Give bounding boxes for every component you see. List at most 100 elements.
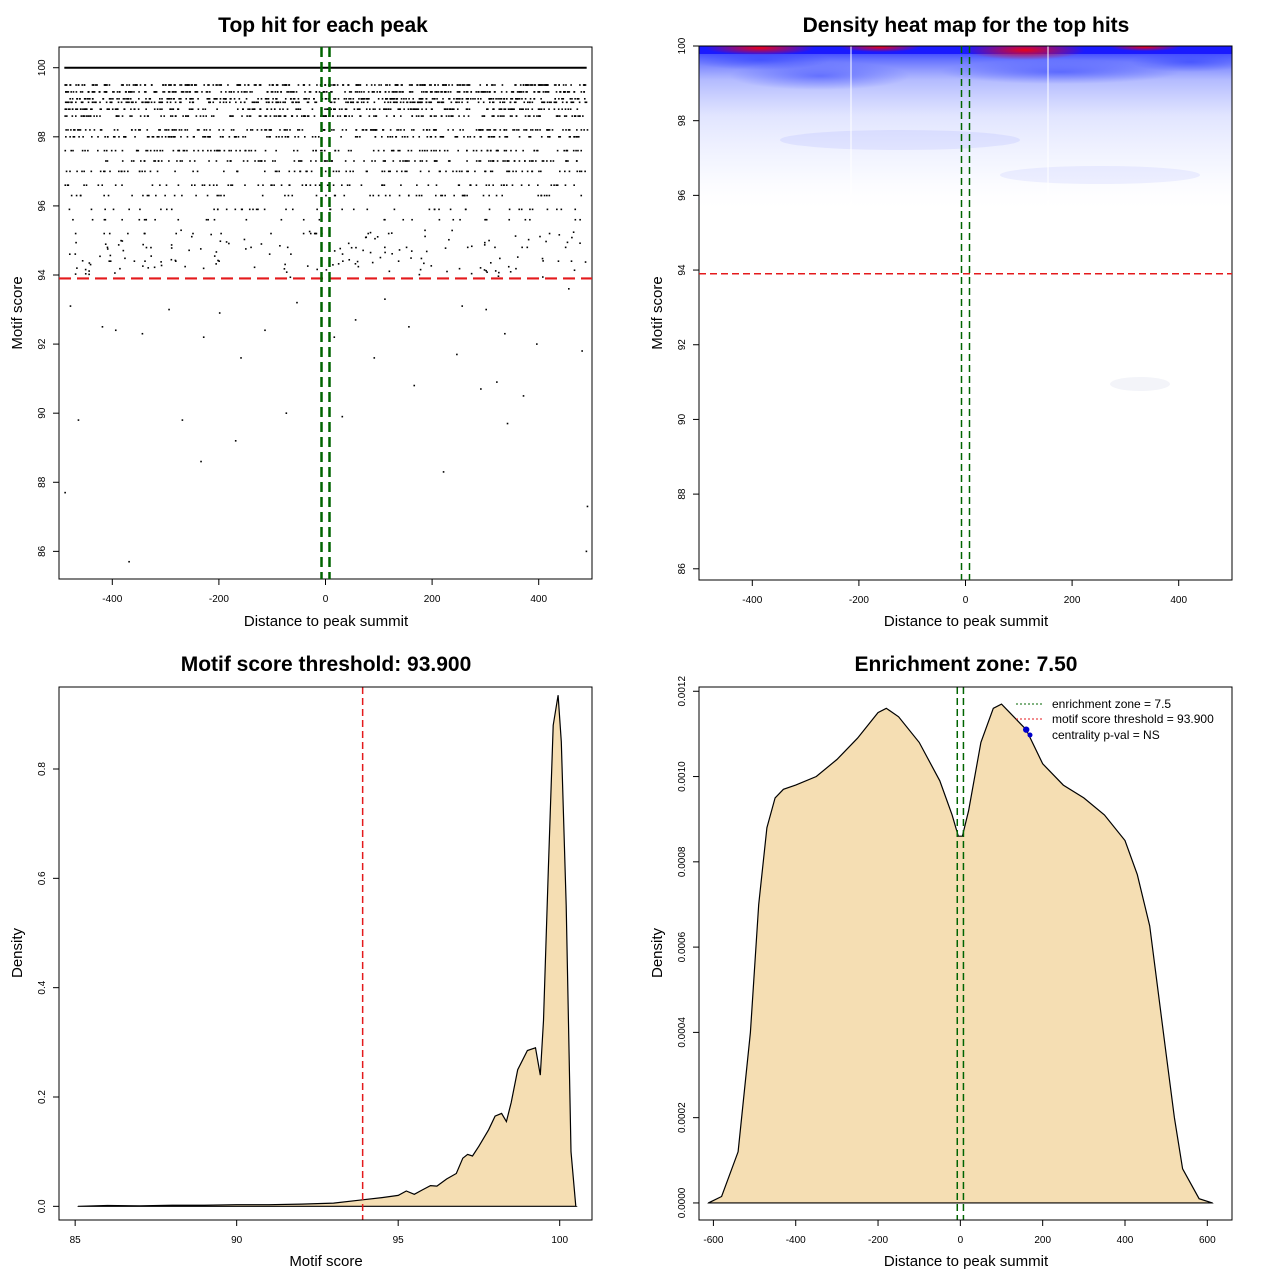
- scatter-point: [266, 91, 269, 93]
- scatter-point: [91, 101, 94, 104]
- scatter-point: [430, 91, 432, 93]
- scatter-point: [447, 91, 450, 93]
- scatter-point: [172, 136, 175, 138]
- scatter-point: [542, 101, 545, 104]
- scatter-point: [103, 91, 106, 93]
- scatter-point: [143, 160, 146, 162]
- scatter-point: [479, 98, 482, 100]
- scatter-point: [421, 101, 423, 104]
- scatter-point: [383, 184, 386, 186]
- scatter-point: [125, 91, 127, 93]
- scatter-point: [180, 84, 183, 86]
- scatter-point: [475, 129, 478, 131]
- scatter-point: [492, 98, 495, 100]
- scatter-point: [182, 91, 185, 93]
- scatter-point: [198, 129, 200, 131]
- scatter-point: [95, 101, 97, 104]
- scatter-point: [208, 98, 211, 100]
- scatter-point: [317, 136, 320, 138]
- scatter-point: [84, 108, 87, 110]
- scatter-point: [284, 101, 286, 104]
- scatter-point: [284, 115, 286, 117]
- scatter-point: [568, 136, 571, 138]
- scatter-point: [124, 136, 127, 138]
- scatter-point: [296, 301, 298, 304]
- scatter-point: [202, 336, 205, 338]
- scatter-point: [546, 194, 548, 197]
- scatter-point: [547, 129, 550, 131]
- scatter-point: [374, 115, 377, 117]
- scatter-point: [154, 218, 156, 221]
- scatter-point: [312, 149, 314, 152]
- scatter-point: [353, 108, 356, 110]
- scatter-point: [517, 98, 519, 100]
- panel-distance-density: Enrichment zone: 7.50 enrichment zone = …: [649, 653, 1233, 1270]
- scatter-point: [295, 91, 298, 93]
- scatter-point: [440, 91, 442, 93]
- scatter-point: [222, 129, 225, 131]
- scatter-point: [135, 101, 137, 104]
- scatter-point: [489, 101, 491, 104]
- scatter-point: [218, 149, 220, 152]
- scatter-point: [341, 415, 344, 418]
- scatter-point: [223, 194, 225, 197]
- scatter-point: [430, 84, 432, 86]
- scatter-point: [334, 194, 337, 197]
- scatter-point: [94, 84, 97, 86]
- scatter-point: [498, 108, 501, 110]
- scatter-point: [228, 149, 230, 152]
- scatter-point: [138, 129, 140, 131]
- scatter-point: [101, 326, 104, 328]
- scatter-point: [276, 170, 278, 173]
- scatter-point: [445, 84, 447, 86]
- scatter-point: [282, 108, 284, 110]
- scatter-point: [539, 84, 542, 86]
- scatter-point: [502, 160, 504, 162]
- scatter-point: [563, 91, 566, 93]
- scatter-point: [270, 129, 273, 131]
- scatter-point: [501, 101, 504, 104]
- scatter-point: [190, 108, 193, 110]
- scatter-point: [168, 160, 170, 162]
- scatter-point: [106, 108, 109, 110]
- scatter-point: [309, 232, 312, 235]
- scatter-point: [118, 91, 121, 93]
- scatter-point: [576, 129, 578, 131]
- scatter-point: [162, 91, 164, 93]
- scatter-point: [68, 101, 70, 104]
- scatter-point: [122, 98, 125, 100]
- scatter-point: [516, 129, 518, 131]
- scatter-point: [246, 160, 249, 162]
- scatter-point: [451, 108, 453, 110]
- scatter-point: [357, 84, 360, 86]
- scatter-point: [354, 136, 357, 138]
- scatter-point: [521, 170, 524, 173]
- scatter-point: [519, 84, 522, 86]
- scatter-point: [209, 91, 211, 93]
- scatter-point: [188, 249, 190, 252]
- scatter-point: [106, 160, 109, 162]
- scatter-point: [398, 249, 401, 251]
- scatter-point: [512, 129, 514, 131]
- scatter-point: [494, 129, 497, 131]
- scatter-point: [91, 136, 93, 138]
- scatter-point: [359, 136, 361, 138]
- scatter-point: [548, 108, 550, 110]
- scatter-point: [248, 149, 250, 152]
- scatter-point: [510, 91, 513, 93]
- scatter-point: [499, 101, 501, 104]
- scatter-point: [286, 136, 289, 138]
- scatter-point: [546, 160, 548, 162]
- scatter-point: [152, 136, 155, 138]
- scatter-point: [307, 115, 310, 117]
- scatter-point: [315, 149, 317, 152]
- scatter-point: [169, 101, 172, 104]
- scatter-point: [449, 208, 452, 211]
- scatter-point: [469, 184, 471, 186]
- scatter-point: [395, 136, 398, 138]
- scatter-point: [183, 149, 186, 152]
- scatter-point: [570, 84, 572, 86]
- scatter-point: [150, 101, 153, 104]
- scatter-point: [459, 98, 461, 100]
- scatter-point: [494, 246, 496, 249]
